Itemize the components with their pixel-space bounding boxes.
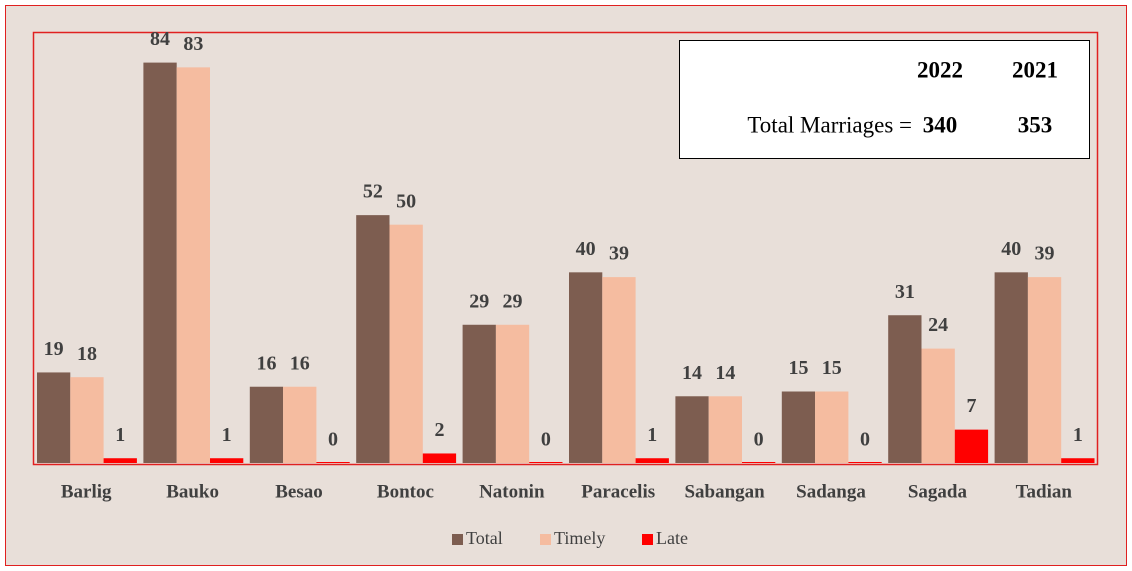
legend-swatch [452, 534, 463, 545]
data-label: 0 [541, 429, 551, 451]
bar [954, 429, 989, 463]
data-label: 0 [754, 429, 764, 451]
data-label: 19 [44, 338, 64, 360]
data-label: 31 [895, 281, 915, 303]
data-label: 39 [609, 243, 629, 265]
data-label: 14 [682, 362, 702, 384]
bar [462, 324, 496, 463]
bar [210, 458, 244, 463]
data-label: 18 [77, 343, 97, 365]
data-label: 24 [928, 314, 948, 336]
summary-value: 340 [923, 112, 958, 137]
bar [1027, 277, 1062, 463]
data-label: 0 [328, 429, 338, 451]
summary-label: Total Marriages = [747, 112, 912, 137]
bar [103, 458, 137, 463]
legend-label: Total [466, 528, 503, 548]
legend-swatch [540, 534, 551, 545]
data-label: 83 [183, 33, 203, 55]
bar [994, 272, 1028, 463]
x-tick-label: Sadanga [796, 481, 866, 502]
x-tick-label: Besao [275, 481, 323, 502]
bar [1061, 458, 1095, 463]
bar [495, 324, 530, 463]
bars: 19 18 1 Barlig 84 83 1 Bauko 16 16 0 Besao 52 50 2 Bont… [37, 28, 1095, 548]
data-label: 16 [256, 352, 276, 374]
legend-swatch [642, 534, 653, 545]
data-label: 29 [503, 290, 523, 312]
x-tick-label: Paracelis [581, 481, 655, 502]
x-tick-label: Bontoc [377, 481, 434, 502]
bar [848, 462, 882, 463]
data-label: 7 [966, 395, 976, 417]
data-label: 0 [860, 429, 870, 451]
bar [888, 315, 922, 463]
bar [422, 453, 457, 463]
legend-label: Late [656, 528, 688, 548]
bar [569, 272, 603, 463]
x-tick-label: Sabangan [684, 481, 765, 502]
x-tick-label: Bauko [166, 481, 219, 502]
summary-header: 2021 [1012, 57, 1058, 82]
x-tick-label: Tadian [1016, 481, 1073, 502]
bar [143, 62, 177, 463]
bar [70, 377, 104, 463]
bar [249, 386, 284, 463]
bar [602, 277, 636, 463]
data-label: 52 [363, 181, 383, 203]
data-label: 40 [1001, 238, 1021, 260]
bar [742, 462, 776, 463]
summary-box [679, 40, 1090, 159]
bar [529, 462, 563, 463]
bar [781, 391, 816, 463]
data-label: 50 [396, 190, 416, 212]
data-label: 15 [822, 357, 842, 379]
bar [708, 396, 742, 463]
bar [316, 462, 350, 463]
bar [283, 386, 317, 463]
bar [635, 458, 669, 463]
x-tick-label: Sagada [908, 481, 968, 502]
data-label: 1 [647, 424, 657, 446]
bar [815, 391, 849, 463]
x-tick-label: Natonin [479, 481, 545, 502]
data-label: 14 [715, 362, 735, 384]
bar [675, 396, 709, 463]
data-label: 1 [222, 424, 232, 446]
data-label: 1 [1073, 424, 1083, 446]
data-label: 16 [290, 352, 310, 374]
bar [356, 215, 390, 463]
x-tick-label: Barlig [61, 481, 112, 502]
summary-value: 353 [1018, 112, 1053, 137]
data-label: 84 [150, 28, 170, 50]
data-label: 29 [469, 290, 489, 312]
bar [389, 224, 423, 463]
data-label: 15 [788, 357, 808, 379]
bar [37, 372, 71, 463]
bar [921, 348, 955, 463]
legend-label: Timely [554, 528, 605, 548]
data-label: 2 [434, 419, 444, 441]
bar [176, 67, 210, 463]
data-label: 40 [576, 238, 596, 260]
summary-header: 2022 [917, 57, 963, 82]
data-label: 39 [1035, 243, 1055, 265]
data-label: 1 [115, 424, 125, 446]
